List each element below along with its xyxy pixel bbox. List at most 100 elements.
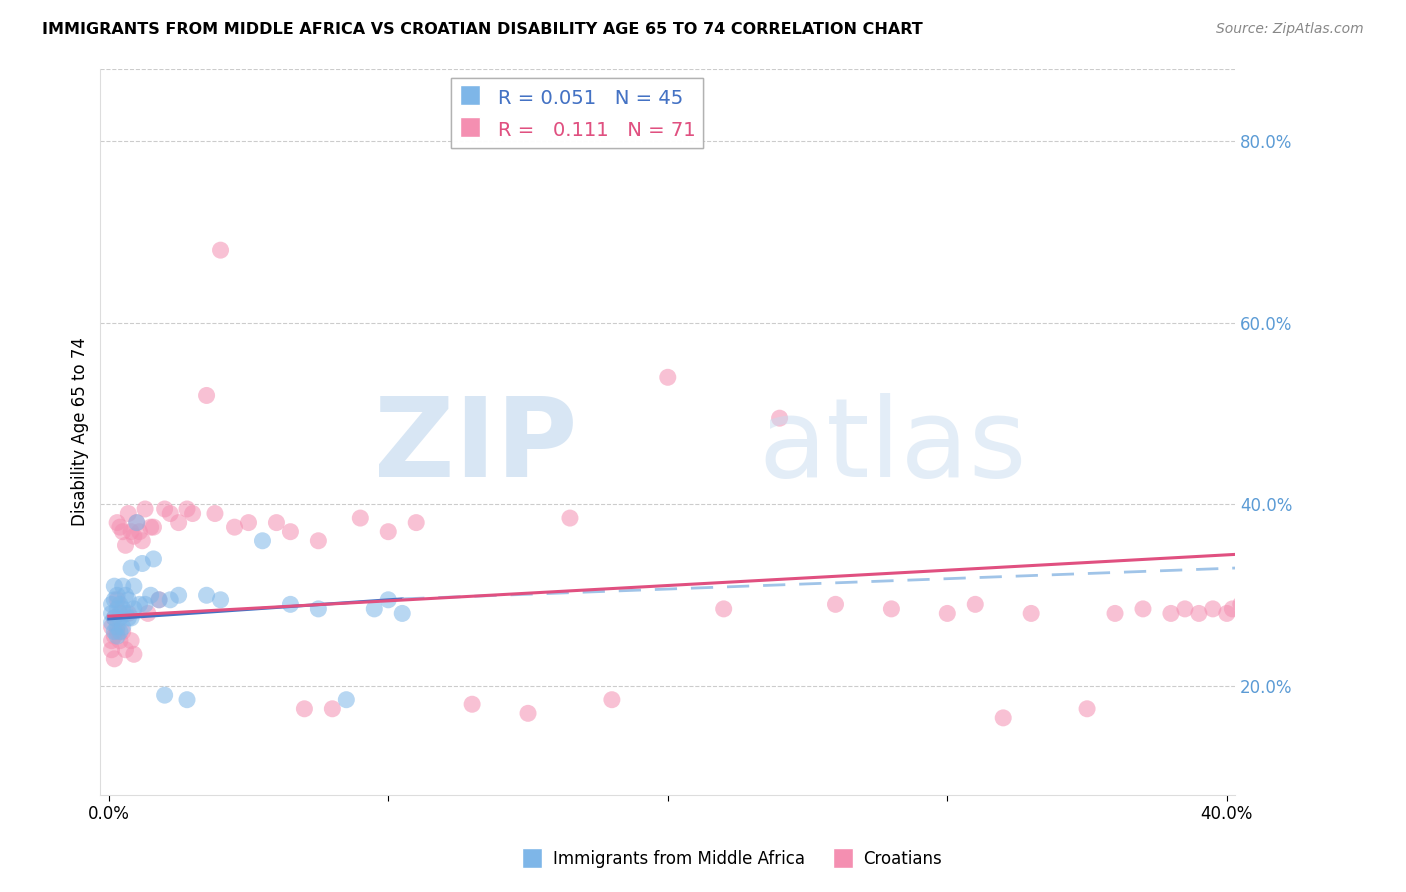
Point xyxy=(159,507,181,521)
Point xyxy=(657,370,679,384)
Point xyxy=(713,602,735,616)
Point xyxy=(100,620,122,634)
Point xyxy=(148,592,170,607)
Point xyxy=(105,592,128,607)
Point xyxy=(122,602,145,616)
Point xyxy=(103,579,125,593)
Point xyxy=(209,243,232,257)
Point xyxy=(103,652,125,666)
Point xyxy=(153,688,176,702)
Point xyxy=(335,692,357,706)
Point xyxy=(321,702,343,716)
Point xyxy=(176,692,198,706)
Point xyxy=(266,516,288,530)
Point xyxy=(880,602,903,616)
Point xyxy=(125,516,148,530)
Point xyxy=(105,620,128,634)
Point xyxy=(224,520,246,534)
Point xyxy=(1132,602,1154,616)
Point xyxy=(517,706,540,721)
Point xyxy=(114,588,136,602)
Point xyxy=(461,698,484,712)
Point xyxy=(195,588,218,602)
Point xyxy=(238,516,260,530)
Point xyxy=(117,592,139,607)
Point xyxy=(131,533,153,548)
Point xyxy=(134,502,156,516)
Point xyxy=(965,598,987,612)
Point xyxy=(105,624,128,639)
Point xyxy=(139,588,162,602)
Point xyxy=(100,598,122,612)
Point xyxy=(349,511,371,525)
Point xyxy=(824,598,846,612)
Point xyxy=(125,516,148,530)
Point xyxy=(114,607,136,621)
Point xyxy=(1202,602,1225,616)
Point xyxy=(100,607,122,621)
Y-axis label: Disability Age 65 to 74: Disability Age 65 to 74 xyxy=(72,337,89,526)
Point xyxy=(108,520,131,534)
Point xyxy=(100,642,122,657)
Point xyxy=(100,633,122,648)
Point xyxy=(134,598,156,612)
Point xyxy=(103,624,125,639)
Point xyxy=(148,592,170,607)
Point xyxy=(117,611,139,625)
Point xyxy=(105,629,128,643)
Point xyxy=(280,524,302,539)
Point xyxy=(108,598,131,612)
Point xyxy=(103,611,125,625)
Text: Source: ZipAtlas.com: Source: ZipAtlas.com xyxy=(1216,22,1364,37)
Point xyxy=(363,602,385,616)
Point xyxy=(122,579,145,593)
Text: atlas: atlas xyxy=(759,392,1026,500)
Point xyxy=(108,633,131,648)
Point xyxy=(391,607,413,621)
Point xyxy=(128,524,150,539)
Point xyxy=(307,533,329,548)
Point xyxy=(114,642,136,657)
Point xyxy=(103,629,125,643)
Point xyxy=(377,524,399,539)
Point xyxy=(114,538,136,552)
Point xyxy=(1076,702,1098,716)
Point xyxy=(600,692,623,706)
Point xyxy=(195,388,218,402)
Point xyxy=(108,624,131,639)
Point xyxy=(108,607,131,621)
Legend: Immigrants from Middle Africa, Croatians: Immigrants from Middle Africa, Croatians xyxy=(513,844,949,875)
Point xyxy=(111,624,134,639)
Point xyxy=(405,516,427,530)
Point xyxy=(111,620,134,634)
Point xyxy=(142,520,165,534)
Point xyxy=(1222,602,1244,616)
Point xyxy=(120,633,142,648)
Point xyxy=(103,592,125,607)
Point xyxy=(377,592,399,607)
Point xyxy=(176,502,198,516)
Point xyxy=(128,598,150,612)
Point xyxy=(1188,607,1211,621)
Point xyxy=(1019,607,1042,621)
Point xyxy=(252,533,274,548)
Point xyxy=(181,507,204,521)
Point xyxy=(103,611,125,625)
Point xyxy=(280,598,302,612)
Point xyxy=(131,557,153,571)
Legend: R = 0.051   N = 45, R =   0.111   N = 71: R = 0.051 N = 45, R = 0.111 N = 71 xyxy=(451,78,703,148)
Point xyxy=(122,648,145,662)
Point xyxy=(1216,607,1239,621)
Point xyxy=(1160,607,1182,621)
Point xyxy=(167,588,190,602)
Point xyxy=(768,411,790,425)
Point xyxy=(117,607,139,621)
Point xyxy=(167,516,190,530)
Point xyxy=(111,579,134,593)
Point xyxy=(1230,598,1253,612)
Point xyxy=(1174,602,1197,616)
Point xyxy=(120,524,142,539)
Point xyxy=(105,516,128,530)
Point xyxy=(120,561,142,575)
Point xyxy=(159,592,181,607)
